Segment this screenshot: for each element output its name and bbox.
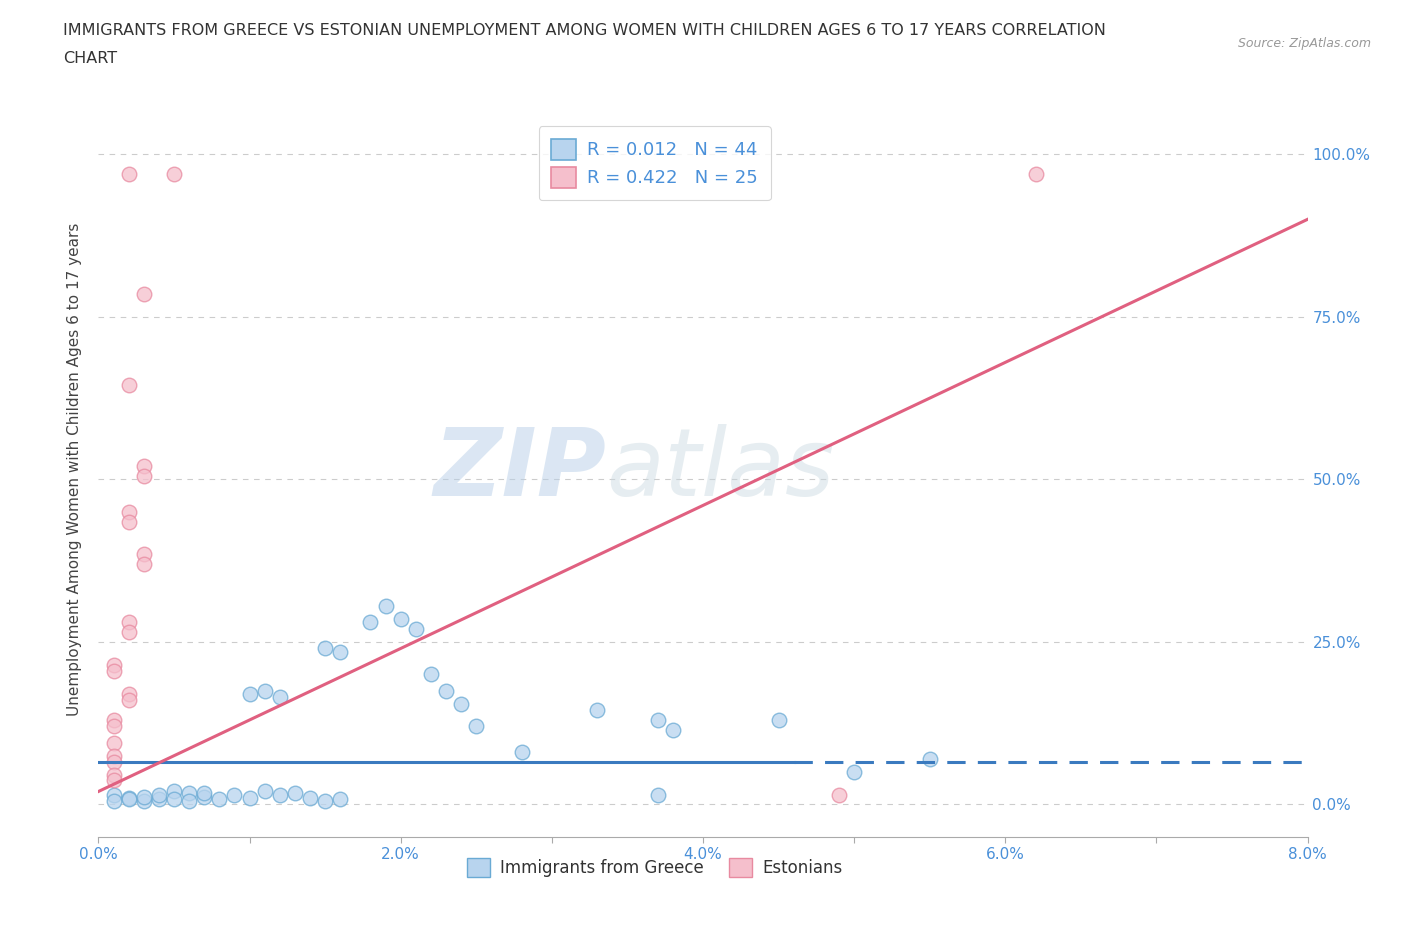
Point	[118, 686, 141, 701]
Point	[118, 504, 141, 519]
Point	[918, 751, 941, 766]
Point	[450, 697, 472, 711]
Point	[647, 712, 669, 727]
Point	[586, 703, 609, 718]
Y-axis label: Unemployment Among Women with Children Ages 6 to 17 years: Unemployment Among Women with Children A…	[67, 223, 83, 716]
Point	[224, 788, 246, 803]
Point	[103, 755, 125, 770]
Point	[132, 794, 155, 809]
Point	[148, 788, 170, 803]
Point	[118, 625, 141, 640]
Point	[103, 658, 125, 672]
Point	[208, 791, 231, 806]
Point	[405, 621, 427, 636]
Point	[118, 378, 141, 392]
Point	[314, 794, 336, 809]
Point	[239, 790, 262, 805]
Point	[299, 790, 322, 805]
Point	[103, 794, 125, 809]
Point	[647, 788, 669, 803]
Point	[163, 166, 186, 181]
Point	[163, 784, 186, 799]
Point	[465, 719, 488, 734]
Point	[253, 684, 276, 698]
Point	[253, 784, 276, 799]
Point	[768, 712, 790, 727]
Point	[329, 644, 352, 659]
Text: Source: ZipAtlas.com: Source: ZipAtlas.com	[1237, 37, 1371, 50]
Point	[118, 790, 141, 805]
Point	[329, 791, 352, 806]
Text: IMMIGRANTS FROM GREECE VS ESTONIAN UNEMPLOYMENT AMONG WOMEN WITH CHILDREN AGES 6: IMMIGRANTS FROM GREECE VS ESTONIAN UNEMP…	[63, 23, 1107, 38]
Point	[132, 459, 155, 474]
Text: atlas: atlas	[606, 424, 835, 515]
Point	[1025, 166, 1047, 181]
Point	[163, 791, 186, 806]
Point	[103, 768, 125, 783]
Point	[132, 547, 155, 562]
Point	[179, 785, 201, 800]
Point	[269, 690, 291, 705]
Point	[374, 599, 396, 614]
Point	[828, 788, 851, 803]
Point	[179, 794, 201, 809]
Point	[284, 785, 307, 800]
Legend: Immigrants from Greece, Estonians: Immigrants from Greece, Estonians	[460, 851, 849, 884]
Point	[360, 615, 382, 630]
Point	[103, 749, 125, 764]
Text: ZIP: ZIP	[433, 424, 606, 515]
Point	[239, 686, 262, 701]
Point	[510, 745, 533, 760]
Point	[118, 693, 141, 708]
Point	[103, 712, 125, 727]
Point	[132, 286, 155, 301]
Point	[193, 790, 215, 804]
Point	[103, 719, 125, 734]
Point	[193, 785, 215, 800]
Point	[389, 612, 412, 627]
Point	[314, 641, 336, 656]
Point	[661, 723, 683, 737]
Point	[103, 664, 125, 679]
Point	[420, 667, 443, 682]
Point	[103, 788, 125, 803]
Text: CHART: CHART	[63, 51, 117, 66]
Point	[118, 514, 141, 529]
Point	[103, 736, 125, 751]
Point	[118, 166, 141, 181]
Point	[148, 791, 170, 806]
Point	[434, 684, 457, 698]
Point	[118, 791, 141, 806]
Point	[132, 790, 155, 804]
Point	[269, 788, 291, 803]
Point	[103, 772, 125, 787]
Point	[132, 469, 155, 484]
Point	[844, 764, 866, 779]
Point	[118, 615, 141, 630]
Point	[132, 556, 155, 571]
